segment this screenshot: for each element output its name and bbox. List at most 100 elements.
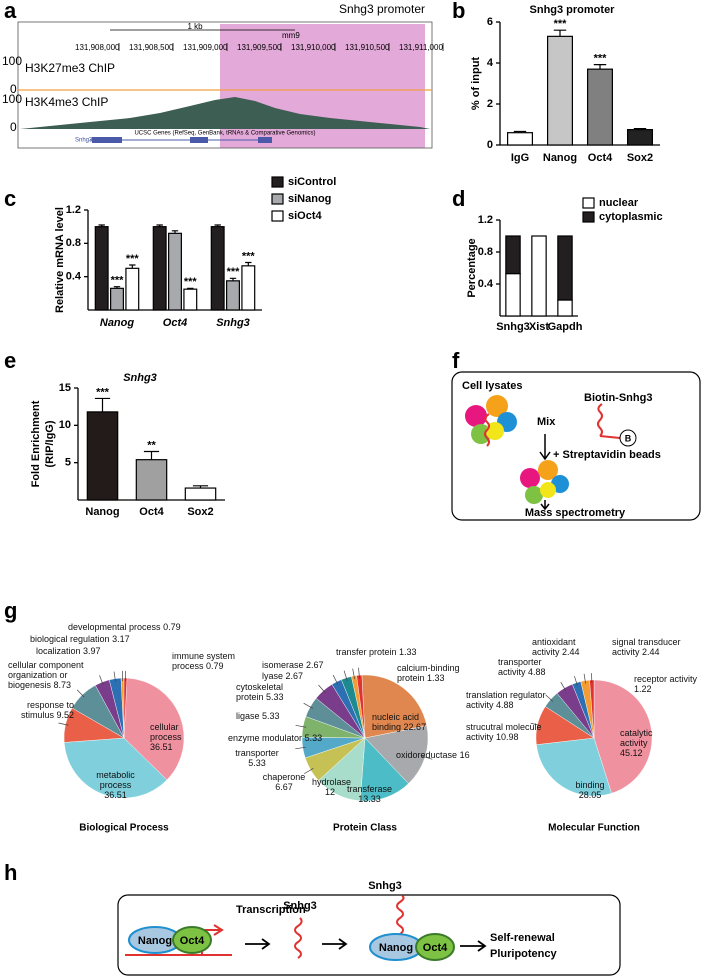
slice-value: 12: [324, 787, 335, 797]
slice-value: 5.33: [248, 758, 266, 768]
legend-label: siOct4: [288, 210, 323, 222]
slice-value: 1.33: [399, 647, 417, 657]
diagram-label: + Streptavidin beads: [553, 449, 661, 461]
panel-letter: f: [452, 348, 460, 373]
y-tick-label: 0.8: [478, 246, 493, 258]
slice-value: 2.67: [285, 671, 304, 681]
legend-swatch: [271, 193, 284, 205]
error-bar: [113, 286, 121, 289]
slice-value: 8.73: [53, 680, 72, 690]
bar-segment: [557, 235, 573, 301]
error-bar: [214, 224, 221, 227]
diagram-label: Mass spectrometry: [525, 507, 626, 519]
chart-title: Protein Class: [333, 823, 397, 834]
y-axis-label: Relative mRNA level: [54, 207, 66, 313]
slice-label: strucutral molecule activity 10.98: [466, 722, 561, 742]
legend-swatch: [582, 211, 595, 223]
slice-label: biological regulation 3.17: [30, 634, 150, 644]
bar: [125, 267, 140, 311]
bar: [210, 226, 225, 311]
slice-value: 28.05: [578, 790, 602, 800]
slice-label: calcium-binding protein 1.33: [397, 663, 482, 683]
bar-segment: [557, 299, 573, 317]
slice-name: transferase: [346, 784, 393, 794]
error-bar: [245, 261, 252, 266]
y-axis-label: Fold Enrichment: [30, 400, 42, 487]
error-bar: [553, 29, 567, 37]
x-tick-label: Sox2: [187, 506, 213, 518]
bar: [110, 287, 124, 311]
significance-label: ***: [242, 250, 256, 262]
slice-label: chaperone 6.67: [262, 772, 306, 792]
y-tick-label: 10: [59, 419, 71, 431]
slice-label: transporter 5.33: [232, 748, 282, 768]
region-label: Snhg3 promoter: [339, 2, 425, 16]
gene-track-label: UCSC Genes (RefSeq, GenBank, tRNAs & Com…: [134, 131, 315, 137]
bar: [152, 226, 167, 311]
slice-label: transfer protein 1.33: [336, 647, 436, 657]
slice-value: 13.33: [358, 794, 381, 804]
assembly-label: mm9: [282, 31, 300, 40]
slice-name: catalytic activity: [620, 728, 653, 748]
panel-letter: e: [4, 348, 16, 373]
x-tick-label: Oct4: [163, 317, 187, 329]
pie-slice: [63, 737, 168, 799]
panel-letter: b: [452, 0, 465, 23]
gene-label: Snhg3: [75, 138, 93, 144]
y-tick-label: 2: [487, 98, 493, 110]
chart-title: Snhg3 promoter: [530, 4, 616, 16]
slice-label: developmental process 0.79: [68, 622, 218, 632]
leader-line: [343, 670, 348, 681]
diagram-label: Biotin-Snhg3: [584, 392, 652, 404]
diagram-label: Mix: [537, 416, 556, 428]
slice-value: 5.33: [304, 733, 323, 743]
diagram-label: Cell lysates: [462, 380, 523, 392]
track-min: 0: [10, 82, 17, 96]
track-name: H3K27me3 ChIP: [25, 61, 115, 75]
slice-label: nucleic acid binding 22.67: [372, 712, 434, 732]
slice-label: transferase 13.33: [342, 784, 397, 804]
slice-name: oxidoreductase: [396, 750, 458, 760]
diagram-frame: [451, 371, 701, 521]
slice-name: transfer protein: [336, 647, 397, 657]
y-axis-label: % of input: [470, 57, 482, 110]
x-tick-label: Sox2: [627, 152, 653, 164]
slice-label: receptor activity 1.22: [634, 674, 709, 694]
arrow: [539, 434, 551, 461]
error-bar: [593, 64, 607, 70]
factor: [172, 926, 212, 954]
bar: [626, 129, 653, 146]
leader-line: [76, 689, 85, 698]
bar: [507, 132, 534, 146]
diagram-label: Snhg3: [283, 900, 317, 912]
slice-label: metabolic process 36.51: [88, 770, 143, 800]
coordinate-label: 131,908,000: [75, 43, 120, 52]
y-tick-label: 4: [487, 57, 494, 69]
significance-label: ***: [594, 53, 608, 65]
slice-name: immune system process: [172, 651, 236, 671]
slice-label: signal transducer activity 2.44: [612, 637, 697, 657]
slice-label: lyase 2.67: [262, 671, 342, 681]
error-bar: [192, 485, 209, 489]
slice-value: 6.67: [275, 782, 293, 792]
pie-slice: [123, 677, 185, 781]
slice-name: localization: [36, 646, 81, 656]
bar: [135, 459, 168, 501]
diagram-label: Snhg3: [368, 880, 402, 892]
panel-letter: d: [452, 186, 465, 211]
leader-line: [303, 768, 314, 775]
slice-name: biological regulation: [30, 634, 110, 644]
factor-label: Nanog: [379, 942, 413, 954]
track-name: H3K4me3 ChIP: [25, 95, 108, 109]
bar: [546, 35, 573, 146]
rna: [294, 917, 303, 959]
bar: [241, 265, 256, 311]
slice-label: response to stimulus 9.52: [12, 700, 74, 720]
slice-label: translation regulator activity 4.88: [466, 690, 561, 710]
slice-value: 45.12: [620, 748, 643, 758]
y-tick-label: 0.4: [478, 278, 494, 290]
significance-label: ***: [126, 253, 140, 265]
protein: [538, 460, 558, 480]
y-tick-label: 6: [487, 16, 493, 28]
slice-name: cytoskeletal protein: [236, 682, 284, 702]
